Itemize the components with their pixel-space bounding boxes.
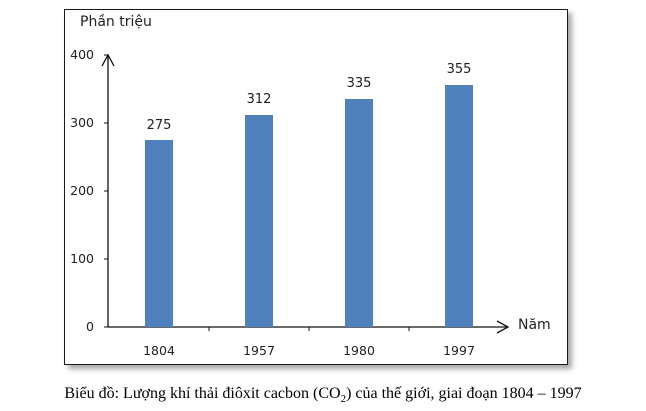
bar-1957: [245, 115, 273, 327]
bar-value-label: 312: [246, 92, 272, 107]
y-tick-label: 100: [70, 251, 94, 266]
x-axis-title: Năm: [518, 317, 551, 333]
y-tick-label: 0: [86, 319, 94, 334]
x-category-label: 1957: [243, 343, 275, 358]
bar-1997: [445, 85, 473, 327]
bar-1804: [145, 140, 173, 327]
bar-value-label: 355: [446, 62, 472, 77]
caption-subscript: 2: [340, 393, 347, 406]
y-tick-label: 200: [70, 183, 94, 198]
x-category-label: 1997: [443, 343, 475, 358]
y-tick-label: 300: [70, 115, 94, 130]
chart-caption: Biểu đồ: Lượng khí thải điôxit cacbon (C…: [0, 385, 646, 405]
caption-prefix: Biểu đồ: Lượng khí thải điôxit cacbon (C…: [64, 385, 341, 402]
bar-1980: [345, 99, 373, 327]
y-tick-label: 400: [70, 47, 94, 62]
caption-suffix: ) của thế giới, giai đoạn 1804 – 1997: [346, 385, 582, 402]
x-category-label: 1980: [343, 343, 375, 358]
bar-value-label: 335: [346, 76, 372, 91]
y-axis-title: Phần triệu: [80, 14, 152, 30]
x-category-label: 1804: [143, 343, 175, 358]
bar-value-label: 275: [146, 118, 172, 133]
